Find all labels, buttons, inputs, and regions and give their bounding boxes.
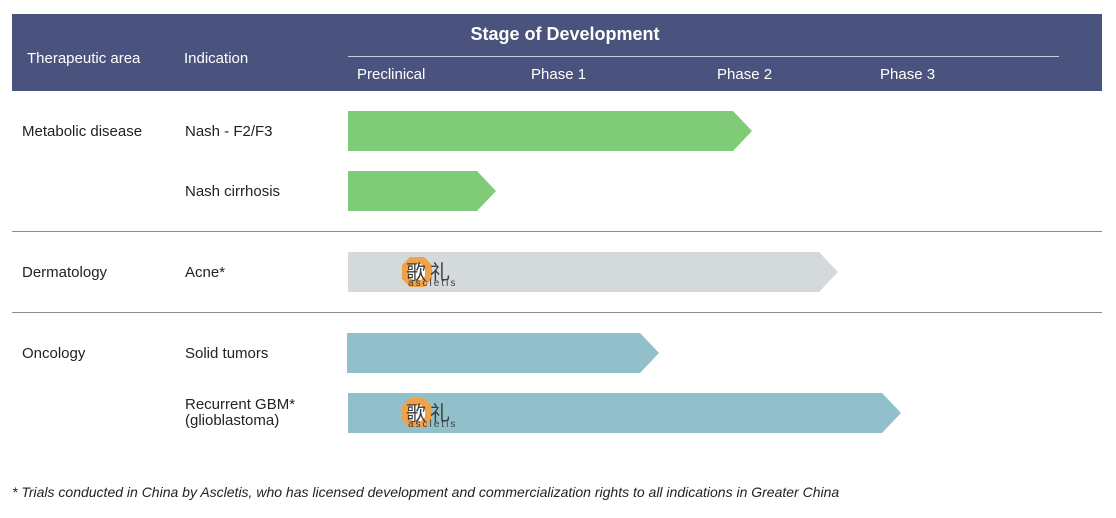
indication-nash-cirrhosis: Nash cirrhosis — [185, 183, 281, 200]
area-oncology: Oncology — [22, 345, 86, 362]
group-divider — [12, 312, 1102, 313]
group-divider — [12, 231, 1102, 232]
ascletis-logo-icon — [402, 257, 432, 287]
phase-label-phase-3: Phase 3 — [880, 66, 936, 83]
phase-label-phase-2: Phase 2 — [717, 66, 773, 83]
progress-bar-solid-tumors — [347, 333, 659, 373]
indication-acne: Acne* — [185, 264, 226, 281]
footnote: * Trials conducted in China by Ascletis,… — [12, 484, 840, 500]
ascletis-logo: 歌礼 ascletis — [362, 256, 472, 289]
phase-label-phase-1: Phase 1 — [531, 66, 587, 83]
ascletis-name-en: ascletis — [408, 419, 458, 430]
progress-bar-nash-f2-f3 — [348, 111, 752, 151]
table-header: Therapeutic area Indication Stage of Dev… — [12, 14, 1102, 91]
ascletis-logo: 歌礼 ascletis — [362, 397, 472, 430]
area-dermatology: Dermatology — [22, 264, 108, 281]
indication-recurrent-gbm: Recurrent GBM* (glioblastoma) — [185, 396, 296, 429]
progress-bar-nash-cirrhosis — [348, 171, 496, 211]
ascletis-name-cn: 歌礼 — [406, 401, 454, 425]
progress-bar-recurrent-gbm: 歌礼 ascletis — [348, 393, 901, 433]
stage-of-development-header: Stage of Development — [470, 24, 660, 44]
ascletis-logo-icon — [402, 398, 432, 428]
stage-header-rule — [348, 56, 1059, 57]
phase-label-preclinical: Preclinical — [357, 66, 426, 83]
indication-header: Indication — [184, 50, 249, 67]
ascletis-name-cn: 歌礼 — [406, 260, 454, 284]
therapeutic-area-header: Therapeutic area — [27, 50, 141, 67]
progress-bar-acne: 歌礼 ascletis — [348, 252, 838, 292]
area-metabolic-disease: Metabolic disease — [22, 123, 143, 140]
indication-nash-f2-f3: Nash - F2/F3 — [185, 123, 273, 140]
ascletis-name-en: ascletis — [408, 278, 458, 289]
indication-solid-tumors: Solid tumors — [185, 345, 269, 362]
